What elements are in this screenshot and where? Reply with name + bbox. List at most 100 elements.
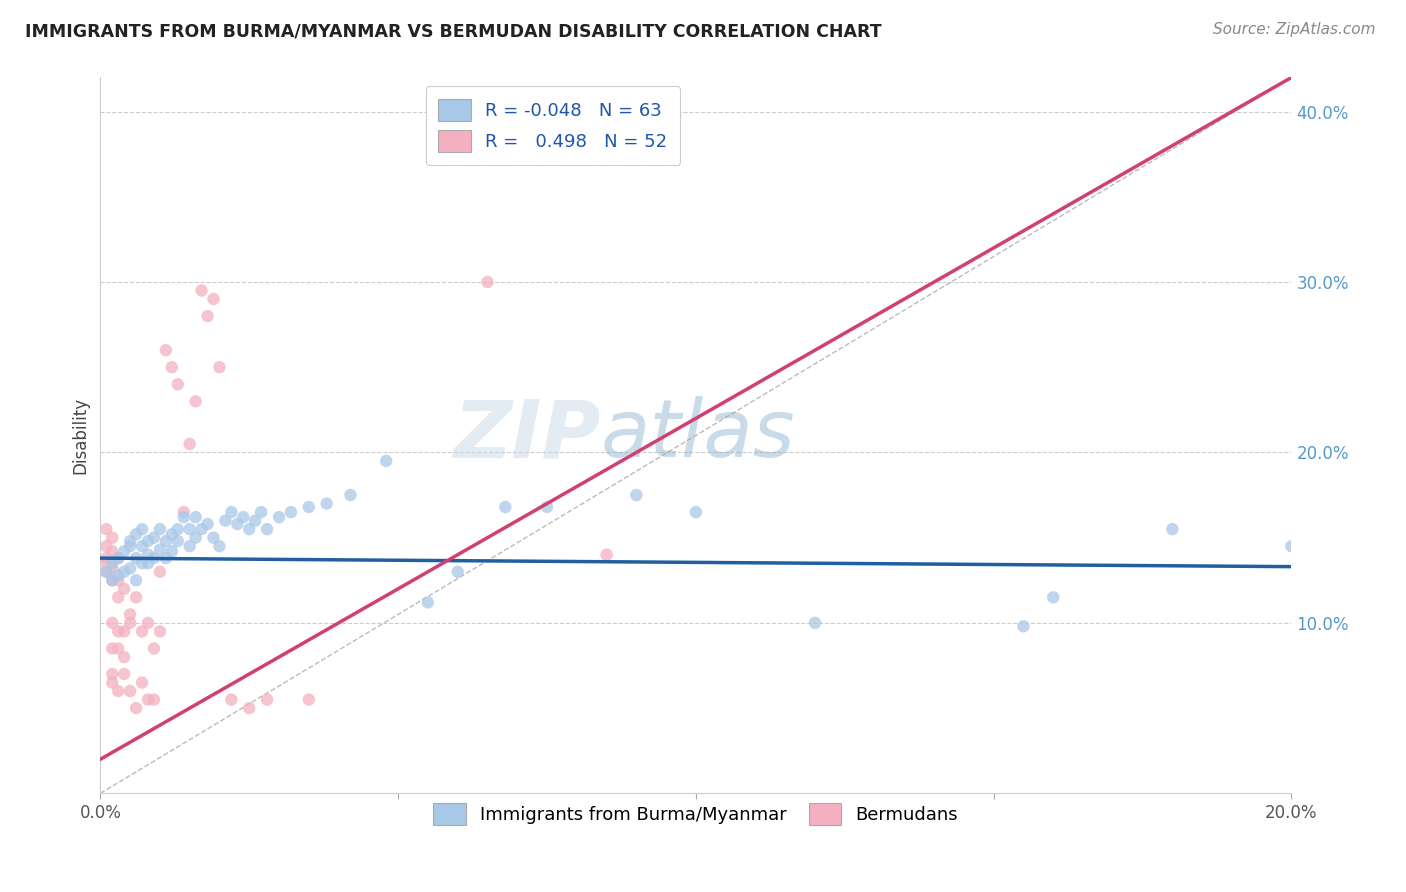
Point bbox=[96, 551, 118, 566]
Point bbox=[101, 574, 124, 588]
Point bbox=[107, 591, 129, 605]
Point bbox=[339, 488, 361, 502]
Y-axis label: Disability: Disability bbox=[72, 397, 89, 474]
Point bbox=[166, 377, 188, 392]
Point bbox=[149, 522, 172, 536]
Legend: Immigrants from Burma/Myanmar, Bermudans: Immigrants from Burma/Myanmar, Bermudans bbox=[425, 795, 967, 834]
Point bbox=[155, 551, 177, 566]
Point bbox=[149, 565, 172, 579]
Point bbox=[120, 684, 142, 698]
Point bbox=[1281, 539, 1303, 553]
Point bbox=[120, 534, 142, 549]
Point bbox=[197, 516, 219, 531]
Point bbox=[136, 556, 159, 570]
Point bbox=[267, 510, 290, 524]
Point bbox=[166, 522, 188, 536]
Point bbox=[136, 692, 159, 706]
Point bbox=[101, 615, 124, 630]
Point bbox=[184, 510, 207, 524]
Point bbox=[125, 701, 148, 715]
Point bbox=[101, 556, 124, 570]
Text: Source: ZipAtlas.com: Source: ZipAtlas.com bbox=[1212, 22, 1375, 37]
Point bbox=[101, 675, 124, 690]
Point bbox=[125, 551, 148, 566]
Point bbox=[245, 514, 267, 528]
Point bbox=[190, 284, 212, 298]
Point bbox=[804, 615, 827, 630]
Point bbox=[221, 692, 243, 706]
Point bbox=[112, 582, 135, 596]
Point bbox=[179, 522, 201, 536]
Point bbox=[1161, 522, 1184, 536]
Point bbox=[298, 500, 321, 514]
Point bbox=[179, 539, 201, 553]
Point bbox=[155, 343, 177, 358]
Point bbox=[190, 522, 212, 536]
Point bbox=[184, 531, 207, 545]
Point bbox=[173, 510, 195, 524]
Point bbox=[142, 551, 165, 566]
Point bbox=[96, 539, 118, 553]
Point bbox=[375, 454, 398, 468]
Text: ZIP: ZIP bbox=[453, 396, 600, 475]
Text: atlas: atlas bbox=[600, 396, 796, 475]
Point bbox=[136, 548, 159, 562]
Point bbox=[184, 394, 207, 409]
Point bbox=[160, 527, 183, 541]
Point bbox=[107, 551, 129, 566]
Point bbox=[149, 542, 172, 557]
Point bbox=[101, 561, 124, 575]
Point bbox=[179, 437, 201, 451]
Point bbox=[142, 641, 165, 656]
Point bbox=[166, 534, 188, 549]
Point bbox=[280, 505, 302, 519]
Point bbox=[136, 534, 159, 549]
Point bbox=[142, 531, 165, 545]
Point bbox=[101, 544, 124, 558]
Point bbox=[1012, 619, 1035, 633]
Point bbox=[107, 624, 129, 639]
Point bbox=[149, 624, 172, 639]
Point bbox=[226, 516, 249, 531]
Point bbox=[173, 505, 195, 519]
Point bbox=[107, 551, 129, 566]
Point bbox=[131, 675, 153, 690]
Point bbox=[536, 500, 558, 514]
Point bbox=[120, 607, 142, 622]
Point bbox=[160, 360, 183, 375]
Point bbox=[101, 574, 124, 588]
Point bbox=[112, 624, 135, 639]
Point bbox=[142, 692, 165, 706]
Point bbox=[238, 701, 260, 715]
Point bbox=[197, 309, 219, 323]
Point bbox=[202, 292, 225, 306]
Point bbox=[232, 510, 254, 524]
Text: IMMIGRANTS FROM BURMA/MYANMAR VS BERMUDAN DISABILITY CORRELATION CHART: IMMIGRANTS FROM BURMA/MYANMAR VS BERMUDA… bbox=[25, 22, 882, 40]
Point bbox=[107, 684, 129, 698]
Point bbox=[202, 531, 225, 545]
Point bbox=[101, 531, 124, 545]
Point bbox=[112, 650, 135, 665]
Point bbox=[208, 539, 231, 553]
Point bbox=[136, 615, 159, 630]
Point bbox=[131, 539, 153, 553]
Point bbox=[214, 514, 236, 528]
Point bbox=[447, 565, 470, 579]
Point bbox=[131, 556, 153, 570]
Point bbox=[155, 534, 177, 549]
Point bbox=[250, 505, 273, 519]
Point bbox=[96, 522, 118, 536]
Point bbox=[112, 667, 135, 681]
Point bbox=[101, 667, 124, 681]
Point bbox=[477, 275, 499, 289]
Point bbox=[315, 497, 337, 511]
Point bbox=[685, 505, 707, 519]
Point bbox=[112, 565, 135, 579]
Point bbox=[256, 692, 278, 706]
Point bbox=[131, 522, 153, 536]
Point bbox=[120, 539, 142, 553]
Point bbox=[125, 591, 148, 605]
Point bbox=[120, 615, 142, 630]
Point bbox=[101, 641, 124, 656]
Point bbox=[221, 505, 243, 519]
